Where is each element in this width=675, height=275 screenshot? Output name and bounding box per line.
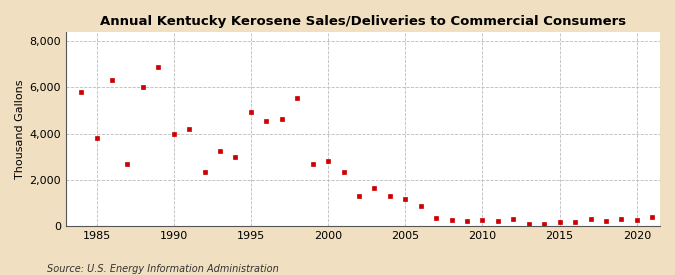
Title: Annual Kentucky Kerosene Sales/Deliveries to Commercial Consumers: Annual Kentucky Kerosene Sales/Deliverie…	[100, 15, 626, 28]
Y-axis label: Thousand Gallons: Thousand Gallons	[15, 79, 25, 179]
Text: Source: U.S. Energy Information Administration: Source: U.S. Energy Information Administ…	[47, 264, 279, 274]
